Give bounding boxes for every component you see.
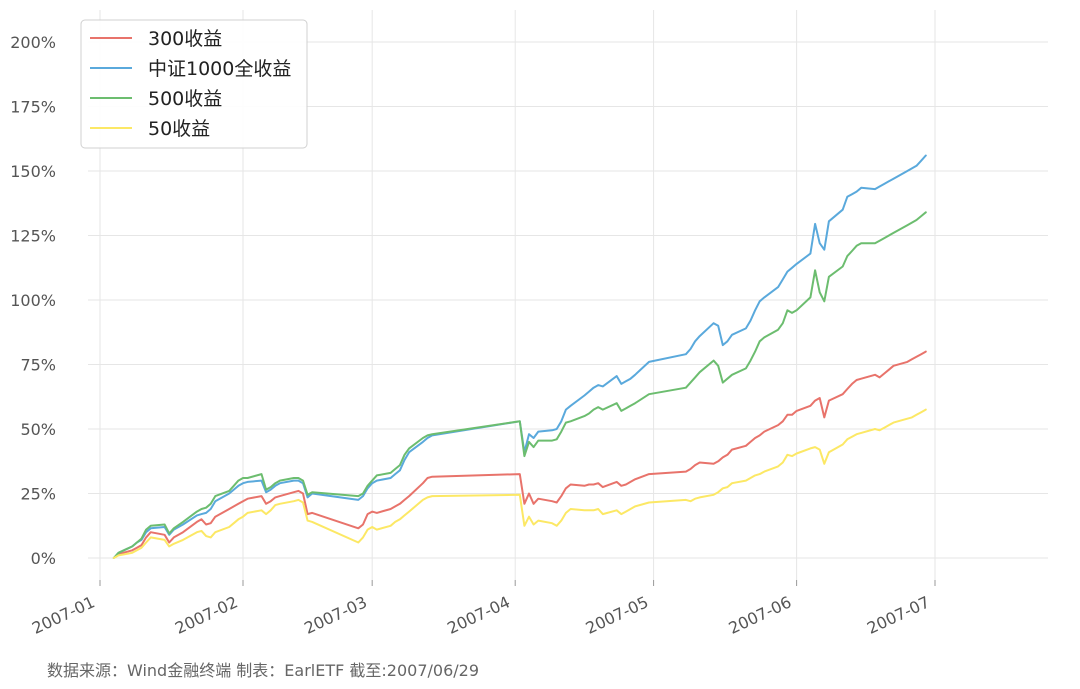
legend-label: 50收益 [148,118,210,140]
legend-label: 500收益 [148,88,222,110]
legend-box [80,19,308,149]
x-tick-label: 2007-01 [29,592,98,637]
x-tick-label: 2007-04 [444,592,513,637]
source-note: 数据来源：Wind金融终端 制表：EarlETF 截至:2007/06/29 [47,661,480,680]
y-tick-label: 125% [10,227,56,246]
series-line [112,211,927,559]
y-tick-label: 25% [20,485,56,504]
legend-label: 300收益 [148,28,222,50]
series-line [112,154,927,559]
series-lines [112,154,927,559]
y-tick-label: 0% [31,549,56,568]
x-tick-label: 2007-06 [726,592,795,637]
y-tick-label: 100% [10,291,56,310]
x-tick-label: 2007-07 [864,592,933,637]
x-tick-label: 2007-02 [172,592,241,637]
y-tick-label: 75% [20,356,56,375]
y-tick-label: 50% [20,420,56,439]
series-line [112,408,927,559]
x-tick-label: 2007-03 [301,592,370,637]
legend-label: 中证1000全收益 [148,58,291,80]
y-tick-label: 200% [10,33,56,52]
y-tick-label: 175% [10,98,56,117]
x-tick-label: 2007-05 [583,592,652,637]
y-axis-ticks: 0% 25% 50% 75% 100% 125% 150% 175% 200% [10,33,56,568]
x-axis-ticks: 2007-01 2007-02 2007-03 2007-04 2007-05 2007-… [29,580,936,638]
y-tick-label: 150% [10,162,56,181]
series-line [112,350,927,559]
